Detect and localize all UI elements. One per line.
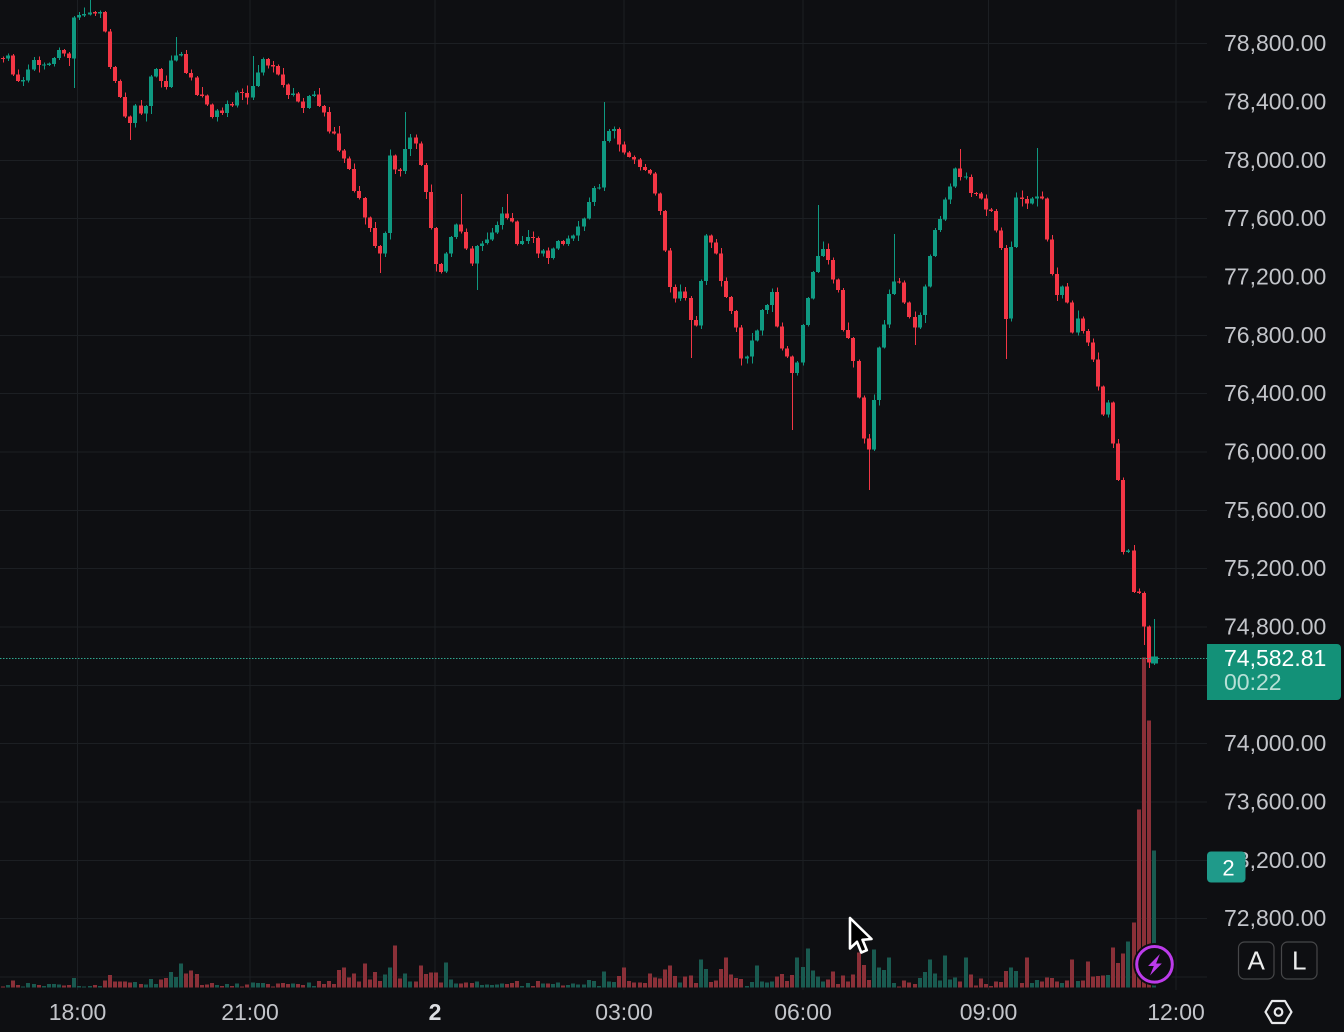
svg-text:78,000.00: 78,000.00 — [1224, 147, 1326, 173]
svg-text:77,200.00: 77,200.00 — [1224, 263, 1326, 289]
svg-text:12:00: 12:00 — [1147, 999, 1205, 1025]
svg-text:78,400.00: 78,400.00 — [1224, 88, 1326, 114]
svg-text:00:22: 00:22 — [1224, 669, 1282, 695]
svg-text:74,582.81: 74,582.81 — [1224, 645, 1326, 671]
svg-text:75,600.00: 75,600.00 — [1224, 497, 1326, 523]
svg-text:2: 2 — [1222, 856, 1234, 881]
svg-text:18:00: 18:00 — [49, 999, 107, 1025]
svg-text:76,000.00: 76,000.00 — [1224, 438, 1326, 464]
svg-text:72,800.00: 72,800.00 — [1224, 905, 1326, 931]
svg-text:77,600.00: 77,600.00 — [1224, 205, 1326, 231]
svg-text:2: 2 — [429, 999, 442, 1025]
svg-text:76,400.00: 76,400.00 — [1224, 380, 1326, 406]
svg-text:03:00: 03:00 — [595, 999, 653, 1025]
svg-text:76,800.00: 76,800.00 — [1224, 322, 1326, 348]
svg-text:75,200.00: 75,200.00 — [1224, 555, 1326, 581]
svg-text:09:00: 09:00 — [960, 999, 1018, 1025]
svg-text:L: L — [1292, 946, 1306, 976]
svg-text:78,800.00: 78,800.00 — [1224, 30, 1326, 56]
svg-text:74,000.00: 74,000.00 — [1224, 730, 1326, 756]
svg-text:06:00: 06:00 — [774, 999, 832, 1025]
svg-text:21:00: 21:00 — [221, 999, 279, 1025]
svg-text:74,800.00: 74,800.00 — [1224, 613, 1326, 639]
svg-text:A: A — [1248, 946, 1266, 976]
svg-text:73,600.00: 73,600.00 — [1224, 788, 1326, 814]
